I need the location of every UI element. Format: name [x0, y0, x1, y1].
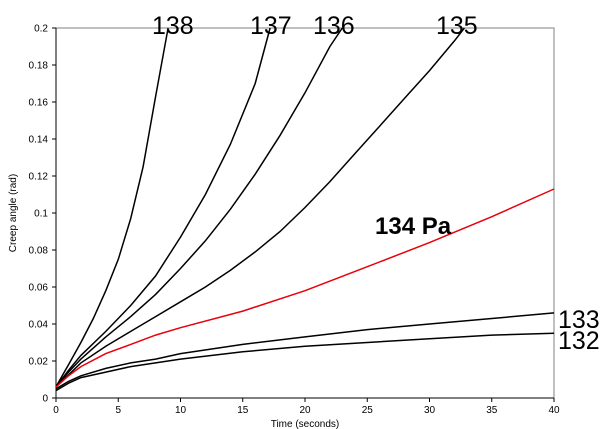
- x-tick-label: 5: [115, 405, 121, 416]
- series-line-138: [55, 27, 169, 388]
- series-line-136: [55, 27, 343, 388]
- x-tick-label: 25: [362, 405, 374, 416]
- series-label-136: 136: [313, 12, 355, 40]
- y-tick-label: 0.04: [29, 320, 49, 331]
- x-axis-title: Time (seconds): [271, 419, 340, 429]
- y-tick-label: 0.12: [29, 172, 49, 183]
- plot-area: [55, 27, 555, 399]
- x-axis: 0 5 10 15 20 25 30 35 40: [53, 397, 560, 416]
- series-label-137: 137: [250, 12, 292, 40]
- series-label-133: 133: [558, 306, 600, 334]
- x-tick-label: 15: [237, 405, 249, 416]
- y-tick-label: 0.2: [34, 24, 48, 35]
- series-group: [55, 27, 555, 392]
- x-tick-label: 20: [299, 405, 311, 416]
- series-line-137: [55, 27, 271, 388]
- series-line-132: [55, 332, 555, 392]
- x-tick-label: 0: [53, 405, 59, 416]
- x-tick-label: 10: [175, 405, 187, 416]
- y-tick-label: 0.06: [29, 283, 49, 294]
- series-line-134: [55, 188, 555, 388]
- y-axis-title: Creep angle (rad): [8, 174, 19, 252]
- y-tick-label: 0.08: [29, 246, 49, 257]
- y-tick-label: 0.14: [29, 135, 49, 146]
- series-label-132: 132: [558, 327, 600, 355]
- x-tick-label: 35: [486, 405, 498, 416]
- series-line-135: [55, 27, 465, 388]
- y-tick-label: 0.02: [29, 357, 49, 368]
- y-axis: 0 0.02 0.04 0.06 0.08 0.1 0.12 0.14 0.16 0.18 0.2: [29, 24, 57, 405]
- series-label-138: 138: [152, 12, 194, 40]
- y-tick-label: 0.16: [29, 98, 49, 109]
- x-tick-label: 40: [548, 405, 560, 416]
- series-label-134: 134 Pa: [375, 213, 452, 240]
- series-label-135: 135: [436, 12, 478, 40]
- y-tick-label: 0.1: [34, 209, 48, 220]
- x-tick-label: 30: [424, 405, 436, 416]
- y-tick-label: 0: [42, 394, 48, 405]
- y-tick-label: 0.18: [29, 61, 49, 72]
- series-line-133: [55, 312, 555, 390]
